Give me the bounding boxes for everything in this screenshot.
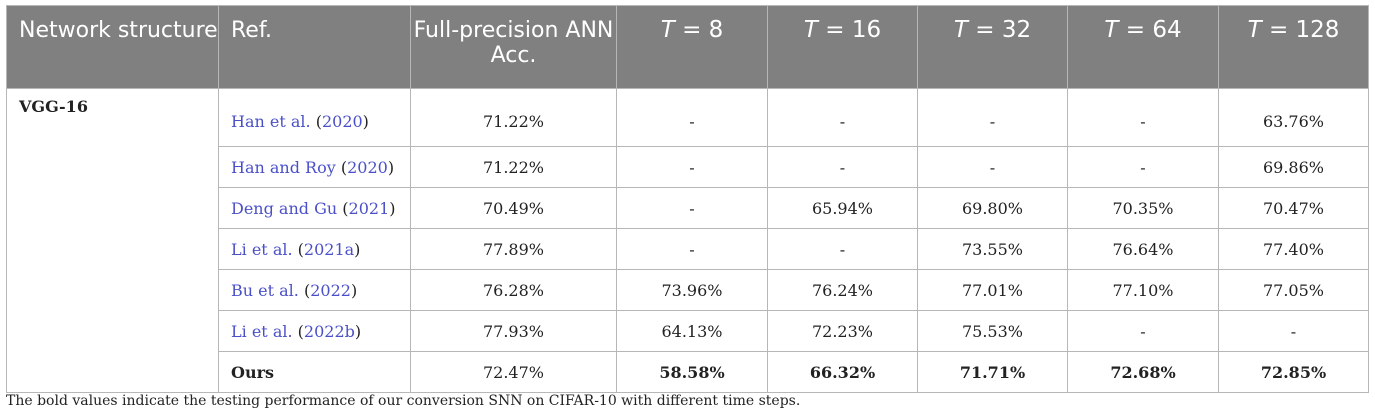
ann-acc-cell: 77.89% [410, 228, 617, 270]
table-row: Deng and Gu (2021) 70.49% - 65.94% 69.80… [7, 187, 1369, 229]
ann-acc-cell: 76.28% [410, 269, 617, 311]
t128-cell: 77.40% [1218, 228, 1369, 270]
t8-cell: 58.58% [616, 351, 768, 393]
header-ann-acc: Full-precision ANN Acc. [410, 5, 617, 89]
table-row: Li et al. (2022b) 77.93% 64.13% 72.23% 7… [7, 310, 1369, 352]
t128-cell: 69.86% [1218, 146, 1369, 188]
t8-cell: - [616, 146, 768, 188]
citation-year-link[interactable]: 2020 [321, 112, 363, 131]
citation-link[interactable]: Li et al. [231, 239, 293, 259]
t-variable: T [803, 17, 818, 43]
citation-link[interactable]: Deng and Gu [231, 198, 338, 218]
header-ref: Ref. [218, 5, 411, 89]
citation-link[interactable]: Li et al. [231, 321, 293, 341]
ours-row: Ours 72.47% 58.58% 66.32% 71.71% 72.68% … [7, 351, 1369, 393]
t64-cell: - [1067, 146, 1219, 188]
t128-cell: 77.05% [1218, 269, 1369, 311]
table-footnote: The bold values indicate the testing per… [6, 393, 801, 409]
table-row: Bu et al. (2022) 76.28% 73.96% 76.24% 77… [7, 269, 1369, 311]
t-variable: T [660, 17, 675, 43]
t8-cell: - [616, 88, 768, 147]
t16-cell: 65.94% [767, 187, 918, 229]
t-variable: T [953, 17, 968, 43]
t128-cell: 72.85% [1218, 351, 1369, 393]
ann-acc-cell: 72.47% [410, 351, 617, 393]
results-table: Network structure Ref. Full-precision AN… [6, 5, 1369, 393]
header-network-structure: Network structure [6, 5, 219, 89]
citation-link[interactable]: Bu et al. [231, 280, 299, 300]
header-t32-value: = 32 [975, 17, 1032, 43]
t64-cell: - [1067, 310, 1219, 352]
t8-cell: 64.13% [616, 310, 768, 352]
ref-cell: Han and Roy (2020) [218, 146, 411, 188]
t8-cell: - [616, 187, 768, 229]
ref-cell: Deng and Gu (2021) [218, 187, 411, 229]
header-t16-value: = 16 [825, 17, 882, 43]
t16-cell: 72.23% [767, 310, 918, 352]
t64-cell: - [1067, 88, 1219, 147]
citation-link[interactable]: Han et al. [231, 112, 311, 131]
citation-year-link[interactable]: 2021a [303, 239, 355, 259]
t32-cell: - [917, 146, 1068, 188]
t64-cell: 70.35% [1067, 187, 1219, 229]
t16-cell: - [767, 146, 918, 188]
ann-acc-cell: 71.22% [410, 88, 617, 147]
header-t8-value: = 8 [682, 17, 724, 43]
header-t16: T = 16 [767, 5, 918, 89]
ref-cell: Li et al. (2021a) [218, 228, 411, 270]
header-t128-value: = 128 [1268, 17, 1340, 43]
t32-cell: 77.01% [917, 269, 1068, 311]
header-t32: T = 32 [917, 5, 1068, 89]
t32-cell: 75.53% [917, 310, 1068, 352]
ref-cell: Han et al. (2020) [218, 88, 411, 147]
t-variable: T [1104, 17, 1119, 43]
t8-cell: - [616, 228, 768, 270]
t64-cell: 72.68% [1067, 351, 1219, 393]
citation-year-link[interactable]: 2021 [348, 198, 390, 218]
t8-cell: 73.96% [616, 269, 768, 311]
t128-cell: 70.47% [1218, 187, 1369, 229]
ref-cell: Li et al. (2022b) [218, 310, 411, 352]
table-row: VGG-16 Han et al. (2020) 71.22% - - - - … [6, 88, 1369, 393]
header-t64-value: = 64 [1125, 17, 1182, 43]
network-name: VGG-16 [6, 88, 219, 393]
t128-cell: 63.76% [1218, 88, 1369, 147]
header-t128: T = 128 [1218, 5, 1369, 89]
t16-cell: - [767, 88, 918, 147]
table-row: Li et al. (2021a) 77.89% - - 73.55% 76.6… [7, 228, 1369, 270]
header-row: Network structure Ref. Full-precision AN… [6, 5, 1369, 89]
table-row: Han and Roy (2020) 71.22% - - - - 69.86% [7, 146, 1369, 188]
ann-acc-cell: 70.49% [410, 187, 617, 229]
citation-year-link[interactable]: 2022 [310, 280, 351, 300]
header-t64: T = 64 [1067, 5, 1219, 89]
t32-cell: 69.80% [917, 187, 1068, 229]
t64-cell: 76.64% [1067, 228, 1219, 270]
t16-cell: 76.24% [767, 269, 918, 311]
citation-year-link[interactable]: 2022b [303, 321, 355, 341]
t16-cell: 66.32% [767, 351, 918, 393]
ref-cell: Bu et al. (2022) [218, 269, 411, 311]
ann-acc-cell: 71.22% [410, 146, 617, 188]
ours-label: Ours [218, 351, 411, 393]
t32-cell: 71.71% [917, 351, 1068, 393]
citation-year-link[interactable]: 2020 [347, 157, 388, 177]
header-t8: T = 8 [616, 5, 768, 89]
t16-cell: - [767, 228, 918, 270]
t32-cell: - [917, 88, 1068, 147]
t64-cell: 77.10% [1067, 269, 1219, 311]
citation-link[interactable]: Han and Roy [231, 157, 336, 177]
t32-cell: 73.55% [917, 228, 1068, 270]
ann-acc-cell: 77.93% [410, 310, 617, 352]
t-variable: T [1247, 17, 1262, 43]
t128-cell: - [1218, 310, 1369, 352]
